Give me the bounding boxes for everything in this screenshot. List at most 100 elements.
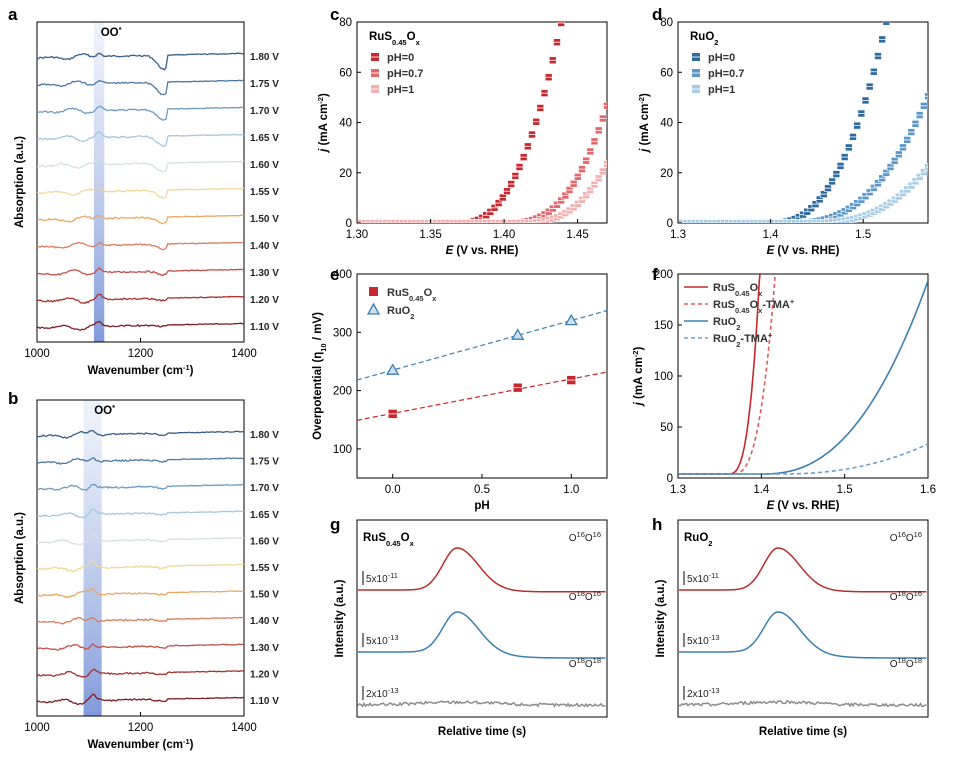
x-axis-label: E (V vs. RHE) (767, 500, 840, 512)
data-point (740, 219, 749, 223)
data-point (690, 219, 699, 223)
voltage-label: 1.60 V (250, 160, 279, 171)
lsv-c-ytick-label: 20 (339, 168, 352, 180)
data-point (461, 219, 470, 223)
lsv-d-xtick-label: 1.5 (855, 229, 871, 241)
x-axis-label: Wavenumber (cm-1) (88, 363, 194, 378)
e-ytick-label: 100 (333, 444, 352, 456)
voltage-label: 1.20 V (250, 295, 279, 306)
data-point (486, 219, 495, 223)
ir-trace-155V (36, 186, 245, 199)
ir-trace-150V (36, 587, 245, 599)
ms-series-label: O16O16 (890, 530, 922, 545)
plot-frame-b (36, 399, 245, 717)
scale-label: 5x10-13 (687, 633, 720, 648)
ir-trace-170V (36, 105, 245, 121)
y-axis-label: j (mA cm-2) (316, 93, 331, 154)
data-point (436, 219, 445, 223)
data-point (753, 219, 761, 223)
annotation-oo: OO* (94, 403, 115, 418)
data-point (394, 219, 403, 223)
data-point (732, 219, 741, 223)
plot-frame-h (677, 519, 929, 718)
data-point (432, 219, 440, 223)
ir-trace-170V (36, 483, 245, 491)
data-point (728, 219, 736, 223)
data-point (469, 219, 478, 223)
scale-label: 2x10-13 (687, 686, 720, 701)
data-point (499, 219, 507, 223)
ir-trace-120V (36, 668, 245, 678)
x-axis-label: Relative time (s) (759, 726, 847, 738)
ir-trace-120V (36, 293, 245, 305)
panel-title: RuO2 (690, 31, 718, 47)
data-point (790, 219, 799, 223)
f-ytick-label: 200 (654, 269, 673, 281)
x-axis-label: E (V vs. RHE) (446, 245, 519, 257)
lsv-c-xtick-label: 1.30 (346, 229, 368, 241)
lsv-c-ytick-label: 40 (339, 118, 352, 130)
data-point (882, 22, 891, 26)
data-point (511, 328, 525, 340)
scale-label: 2x10-13 (366, 686, 399, 701)
plot-frame-g (356, 519, 608, 718)
panel-label-e: e (330, 265, 339, 284)
ir-trace-150V (36, 214, 245, 225)
x-axis-label: pH (474, 500, 489, 512)
y-axis-label: j (mA cm-2) (637, 93, 652, 154)
data-point (715, 219, 724, 223)
data-point (774, 219, 782, 223)
ms-series-label: O18O18 (569, 656, 601, 671)
y-axis-label: j (mA cm-2) (631, 347, 646, 408)
x-axis-label: Relative time (s) (438, 726, 526, 738)
y-axis-label: Intensity (a.u.) (655, 579, 667, 657)
panel-title: RuS0.45Ox (363, 532, 415, 548)
ir-trace-110V (36, 320, 245, 331)
ir-trace-130V (36, 643, 245, 651)
legend-entry: RuO2 (387, 305, 414, 321)
panel-label-g: g (330, 515, 340, 534)
data-point (564, 313, 578, 326)
f-xtick-label: 1.6 (920, 484, 936, 496)
data-point (682, 219, 691, 223)
ms-series-label: O18O16 (569, 589, 601, 604)
lsv-c-xtick-label: 1.35 (419, 229, 441, 241)
curve-RuO2TMA (678, 443, 928, 475)
lsv-d-ytick-label: 20 (660, 168, 673, 180)
e-xtick-label: 0.5 (474, 484, 490, 496)
highlight-band (83, 400, 102, 716)
data-point (440, 219, 449, 223)
data-point (382, 219, 390, 223)
fit-line (356, 371, 608, 421)
panel-title: RuO2 (684, 532, 712, 548)
y-axis-label: Overpotential (η10 / mV) (312, 312, 328, 440)
ir-trace-160V (36, 158, 245, 173)
legend-entry: RuO2-TMA+ (713, 331, 773, 349)
ms-trace-O18O16 (679, 611, 927, 659)
data-point (695, 219, 703, 223)
voltage-label: 1.40 V (250, 241, 279, 252)
y-axis-label: Absorption (a.u.) (14, 136, 26, 228)
voltage-label: 1.20 V (250, 669, 279, 680)
data-point (782, 219, 791, 223)
x-axis-label: Wavenumber (cm-1) (88, 737, 194, 752)
data-point (399, 219, 407, 223)
data-point (494, 219, 503, 223)
data-point (411, 219, 420, 223)
data-point (403, 219, 411, 223)
voltage-label: 1.75 V (250, 457, 279, 468)
ms-trace-O16O16 (358, 547, 606, 593)
lsv-d-ytick-label: 0 (667, 218, 673, 230)
panel-label-d: d (652, 5, 662, 24)
voltage-label: 1.30 V (250, 643, 279, 654)
voltage-label: 1.55 V (250, 187, 279, 198)
data-point (720, 219, 728, 223)
data-point (390, 219, 399, 223)
highlight-band (93, 22, 105, 342)
ir-trace-140V (36, 241, 245, 251)
ms-series-label: O18O18 (890, 656, 922, 671)
e-xtick-label: 1.0 (563, 484, 579, 496)
lsv-c-xtick-label: 1.40 (493, 229, 515, 241)
annotation-oo: OO* (101, 25, 122, 40)
